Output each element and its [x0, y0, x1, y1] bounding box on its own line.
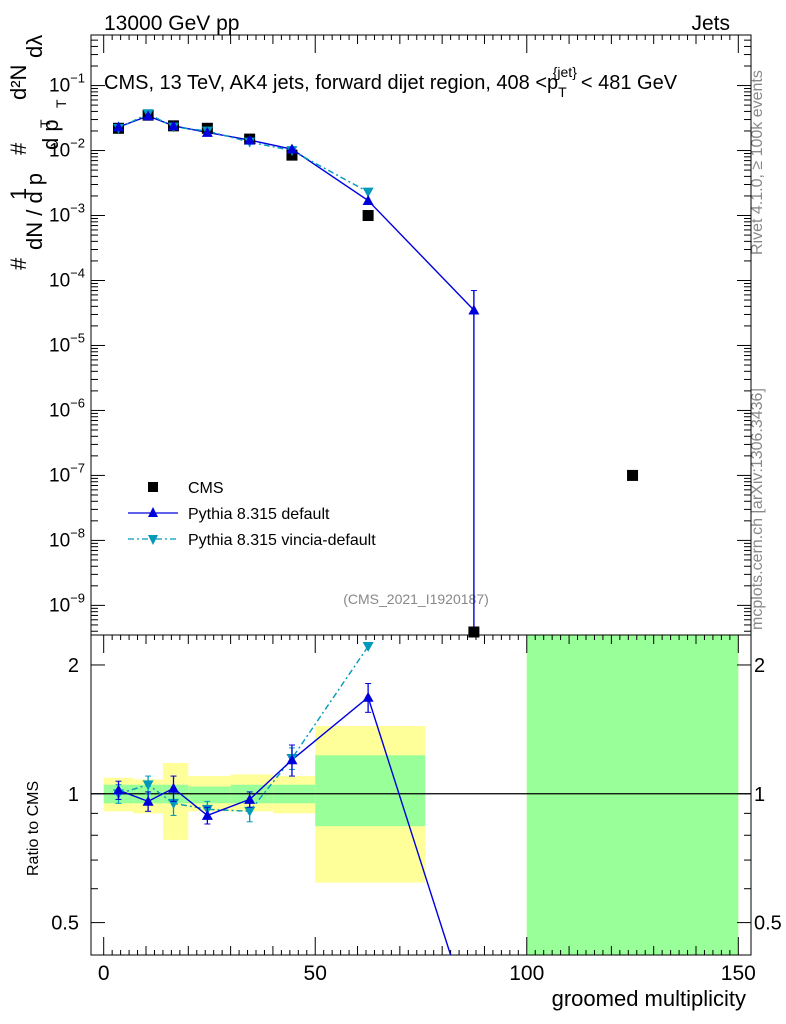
ratio-bands [103, 635, 739, 955]
svg-text:#: # [6, 142, 31, 155]
xlabel: groomed multiplicity [552, 986, 746, 1011]
ratio-default-line [118, 696, 452, 956]
ylabel-main: # 1 dN / d p T # d p T d²N dλ [6, 35, 69, 270]
ytick-label-top-4: 10−5 [49, 330, 85, 356]
ratio-default-point-6 [362, 691, 374, 702]
svg-text:1: 1 [6, 188, 31, 200]
plot-title: CMS, 13 TeV, AK4 jets, forward dijet reg… [104, 64, 678, 100]
legend: CMS Pythia 8.315 default Pythia 8.315 vi… [128, 480, 376, 549]
legend-cms-marker [148, 482, 158, 492]
ratio-vincia-point-4 [244, 806, 256, 817]
ylabel-ratio: Ratio to CMS [25, 781, 42, 876]
default-point-6 [362, 195, 374, 205]
ratio-default-point-4 [244, 793, 256, 804]
xtick-label-2: 100 [509, 962, 544, 985]
ratio-ylabel-left-2: 2 [68, 655, 79, 677]
header-left: 13000 GeV pp [104, 12, 239, 35]
svg-text:dλ: dλ [22, 35, 47, 58]
xtick-label-0: 0 [98, 962, 110, 985]
band-inner-3 [188, 786, 231, 804]
svg-text:d²N: d²N [6, 65, 31, 100]
ratio-ylabel-left-0: 0.5 [51, 913, 79, 935]
default-point-1 [142, 110, 154, 121]
ratio-ylabel-left-1: 1 [68, 784, 79, 806]
ytick-label-top-1: 10−2 [49, 136, 85, 162]
default-point-5 [286, 143, 298, 154]
default-point-4 [244, 134, 256, 145]
ratio-default-point-1 [142, 795, 154, 806]
band-inner-7 [526, 635, 739, 955]
ratio-ylabel-right-1: 1 [754, 784, 765, 806]
marks [113, 109, 639, 956]
cms-point-7 [468, 626, 480, 638]
legend-default-label: Pythia 8.315 default [188, 506, 330, 523]
band-inner-6 [315, 755, 426, 827]
rivet-label: Rivet 4.1.0, ≥ 100k events [749, 70, 766, 255]
legend-vincia-label: Pythia 8.315 vincia-default [188, 532, 376, 549]
xtick-label-3: 150 [721, 962, 756, 985]
legend-vincia-marker [148, 535, 158, 545]
ytick-label-top-2: 10−3 [49, 201, 85, 227]
svg-text:dN / d p: dN / d p [22, 173, 47, 250]
svg-text:#: # [6, 257, 31, 270]
analysis-id: (CMS_2021_I1920187) [343, 591, 489, 607]
ratio-default-point-0 [113, 784, 124, 795]
ratio-ylabel-right-2: 2 [754, 655, 765, 677]
ytick-label-top-0: 10−1 [49, 71, 85, 97]
ytick-label-top-8: 10−9 [49, 590, 85, 616]
vincia-point-6 [362, 187, 374, 198]
ytick-label-top-3: 10−4 [49, 265, 85, 291]
default-point-2 [168, 120, 179, 131]
header-right: Jets [691, 12, 730, 35]
series-vincia-line [118, 112, 369, 193]
xtick-label-1: 50 [304, 962, 327, 985]
legend-default-marker [148, 507, 158, 517]
series-default-line [118, 115, 475, 311]
svg-text:d p: d p [38, 119, 63, 150]
ytick-label-top-5: 10−6 [49, 395, 85, 421]
ytick-label-top-7: 10−8 [49, 525, 85, 551]
ratio-vincia-point-6 [362, 642, 374, 652]
ratio-default-point-3 [201, 809, 213, 820]
default-point-3 [201, 126, 213, 137]
default-point-7 [468, 304, 480, 315]
svg-text:T: T [37, 119, 53, 128]
cms-point-8 [627, 469, 639, 481]
default-point-0 [113, 121, 124, 132]
legend-cms-label: CMS [188, 480, 224, 497]
ytick-label-top-6: 10−7 [49, 460, 85, 486]
ratio-default-point-5 [286, 754, 298, 765]
svg-text:T: T [53, 99, 69, 108]
cms-point-6 [362, 210, 374, 222]
axes: 10−1 10−2 10−3 10−4 10−5 10−6 10−7 10−8 10−9 0.5 0… [49, 34, 782, 985]
ratio-vincia-point-1 [142, 780, 154, 791]
bottom-frame [90, 634, 752, 956]
ratio-ylabel-right-0: 0.5 [754, 913, 782, 935]
ratio-default-point-2 [168, 782, 179, 793]
mcplots-label: mcplots.cern.ch [arXiv:1306.3436] [749, 388, 766, 630]
